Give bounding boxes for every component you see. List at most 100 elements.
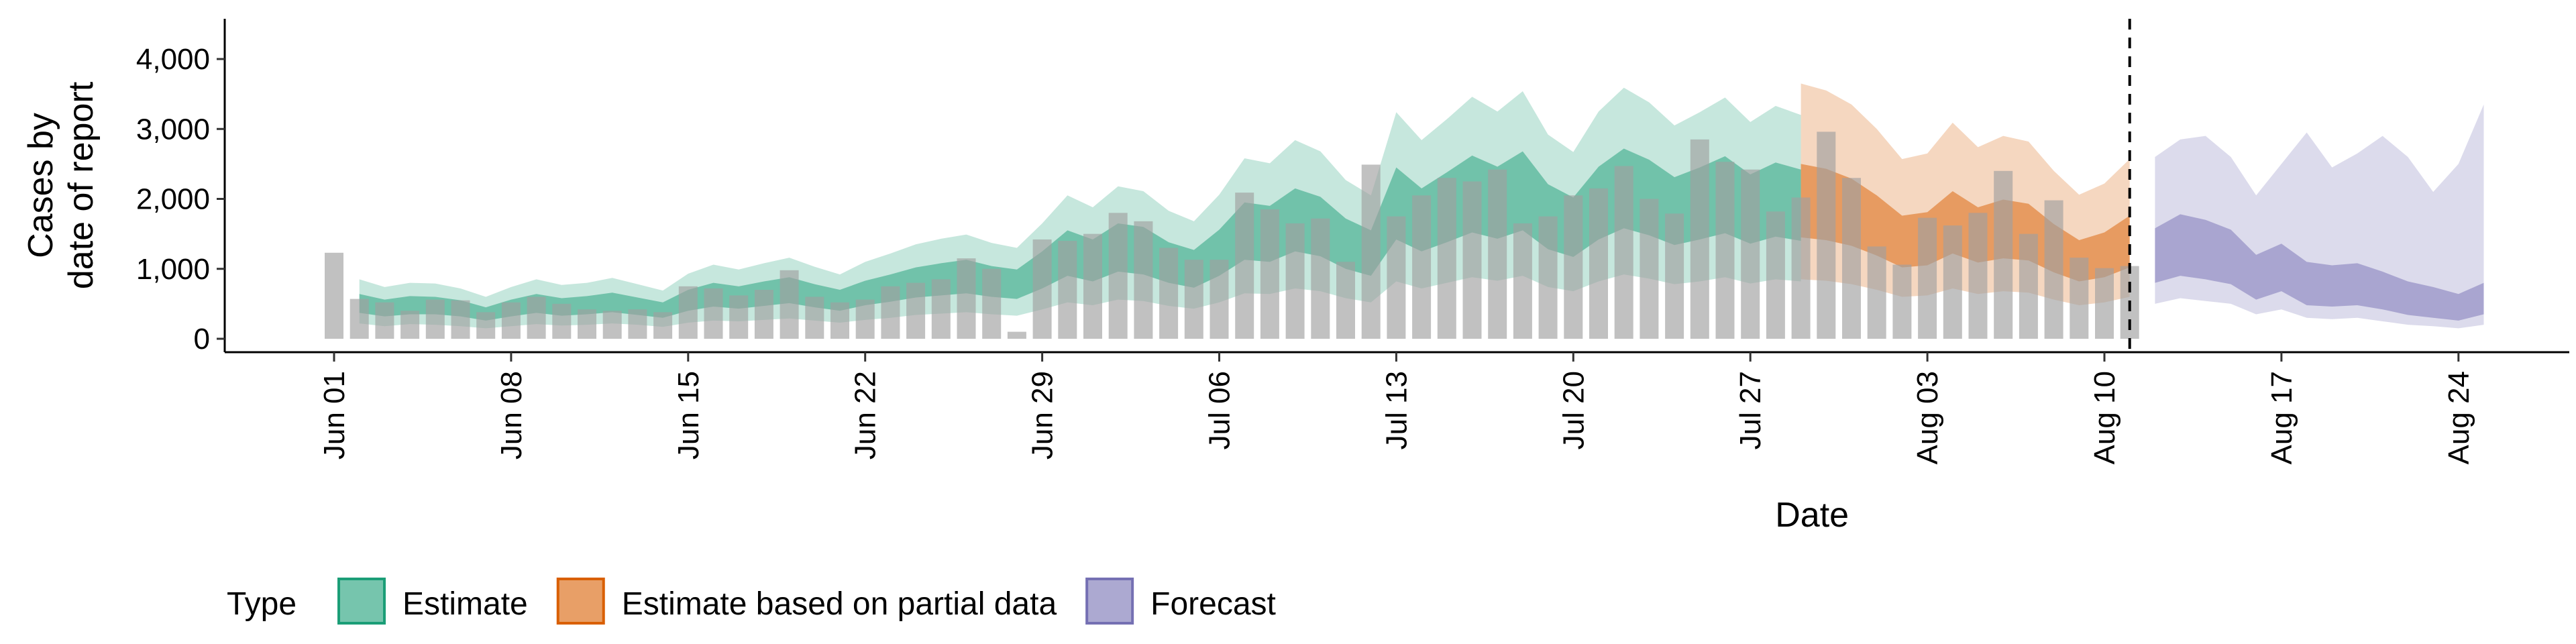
legend-key: [337, 578, 386, 625]
case-bar: [1260, 209, 1279, 339]
case-bar: [1994, 170, 2013, 339]
case-bar: [2070, 258, 2089, 339]
case-bar: [578, 309, 596, 339]
case-bar: [805, 297, 824, 339]
case-bar: [1437, 178, 1456, 339]
observed-case-bars: [325, 131, 2139, 339]
case-bar: [881, 286, 900, 339]
case-bar: [1538, 216, 1558, 339]
x-tick-label: Jul 27: [1734, 371, 1767, 449]
case-bar: [1361, 164, 1381, 339]
case-bar: [1614, 166, 1633, 339]
case-bar: [957, 258, 976, 339]
axis-titles: Cases by date of report Date: [21, 81, 1849, 535]
case-bar: [1311, 218, 1330, 339]
x-tick-label: Aug 24: [2443, 371, 2475, 464]
y-tick-label: 3,000: [136, 113, 210, 146]
case-bar: [501, 302, 521, 339]
case-bar: [1134, 221, 1153, 339]
case-bar: [451, 300, 470, 339]
case-bar: [1817, 131, 1836, 339]
legend-key: [556, 578, 605, 625]
legend-key: [1085, 578, 1134, 625]
case-bar: [1741, 169, 1760, 339]
case-bar: [602, 311, 622, 339]
case-bar: [2019, 233, 2038, 339]
x-tick-label: Aug 03: [1911, 371, 1944, 464]
case-bar: [830, 302, 849, 339]
x-tick-label: Jun 29: [1026, 371, 1059, 460]
case-bar: [1488, 169, 1507, 339]
case-bar: [982, 268, 1002, 339]
case-bar: [350, 299, 369, 339]
case-bar: [1918, 217, 1937, 339]
case-bar: [1462, 181, 1482, 339]
y-axis-title-line2: date of report: [62, 81, 101, 289]
case-bar: [704, 288, 723, 339]
x-tick-label: Jun 08: [495, 371, 528, 460]
x-tick-label: Aug 17: [2265, 371, 2298, 464]
y-axis-title-line1: Cases by: [21, 113, 60, 258]
y-tick-label: 1,000: [136, 253, 210, 286]
case-bar: [1387, 216, 1406, 339]
case-bar: [1690, 139, 1709, 339]
case-bar: [628, 309, 647, 339]
axis-ticks: 0 1,000 2,000 3,000 4,000 Jun 01 Jun 08 Jun 15 J…: [136, 43, 2475, 464]
legend-label: Forecast: [1150, 586, 1276, 622]
legend-label: Estimate: [402, 586, 528, 622]
case-bar: [1766, 211, 1785, 339]
case-bar: [1108, 213, 1128, 339]
case-bar: [1235, 193, 1254, 339]
case-bar: [931, 279, 951, 339]
case-bar: [1640, 199, 1659, 339]
case-bar: [1159, 248, 1179, 339]
case-bar: [552, 303, 572, 339]
x-tick-label: Jul 20: [1557, 371, 1590, 449]
case-bar: [325, 252, 343, 339]
case-bar: [2095, 268, 2114, 339]
y-tick-label: 0: [194, 323, 210, 356]
case-bar: [1285, 223, 1305, 339]
case-bar: [1715, 162, 1735, 339]
case-bar: [855, 299, 875, 339]
case-bar: [527, 297, 546, 339]
case-bar: [1589, 188, 1608, 339]
case-bar: [1336, 262, 1355, 339]
case-bar: [1007, 331, 1026, 339]
case-bar: [375, 302, 394, 339]
case-bar: [1083, 233, 1102, 339]
case-bar: [1210, 260, 1229, 339]
x-tick-label: Aug 10: [2088, 371, 2121, 464]
legend-label: Estimate based on partial data: [622, 586, 1057, 622]
case-bar: [1513, 223, 1532, 339]
case-bar: [425, 299, 445, 339]
case-bar: [2044, 200, 2063, 339]
case-bar: [1564, 195, 1583, 339]
legend-title: Type: [227, 586, 297, 622]
case-bar: [653, 312, 673, 339]
case-bar: [400, 311, 420, 339]
case-bar: [1892, 264, 1912, 339]
case-bar: [1032, 239, 1052, 339]
case-bar: [754, 290, 773, 339]
x-tick-label: Jul 06: [1203, 371, 1236, 449]
case-bar: [1791, 197, 1811, 339]
case-bar: [476, 312, 496, 339]
x-axis-title: Date: [1775, 496, 1849, 535]
legend: Type Estimate Estimate based on partial d…: [227, 578, 1276, 625]
case-bar: [1412, 195, 1432, 339]
case-bar: [1968, 213, 1988, 339]
case-bar: [678, 286, 698, 339]
y-tick-label: 4,000: [136, 43, 210, 76]
case-bar: [1943, 225, 1962, 339]
y-tick-label: 2,000: [136, 183, 210, 216]
case-bar: [1842, 178, 1861, 339]
x-tick-label: Jun 15: [672, 371, 705, 460]
x-tick-label: Jul 13: [1380, 371, 1413, 449]
case-bar: [780, 270, 799, 339]
case-bar: [906, 282, 926, 339]
case-bar: [729, 295, 749, 339]
case-bar: [1058, 241, 1077, 339]
x-tick-label: Jun 01: [318, 371, 351, 460]
